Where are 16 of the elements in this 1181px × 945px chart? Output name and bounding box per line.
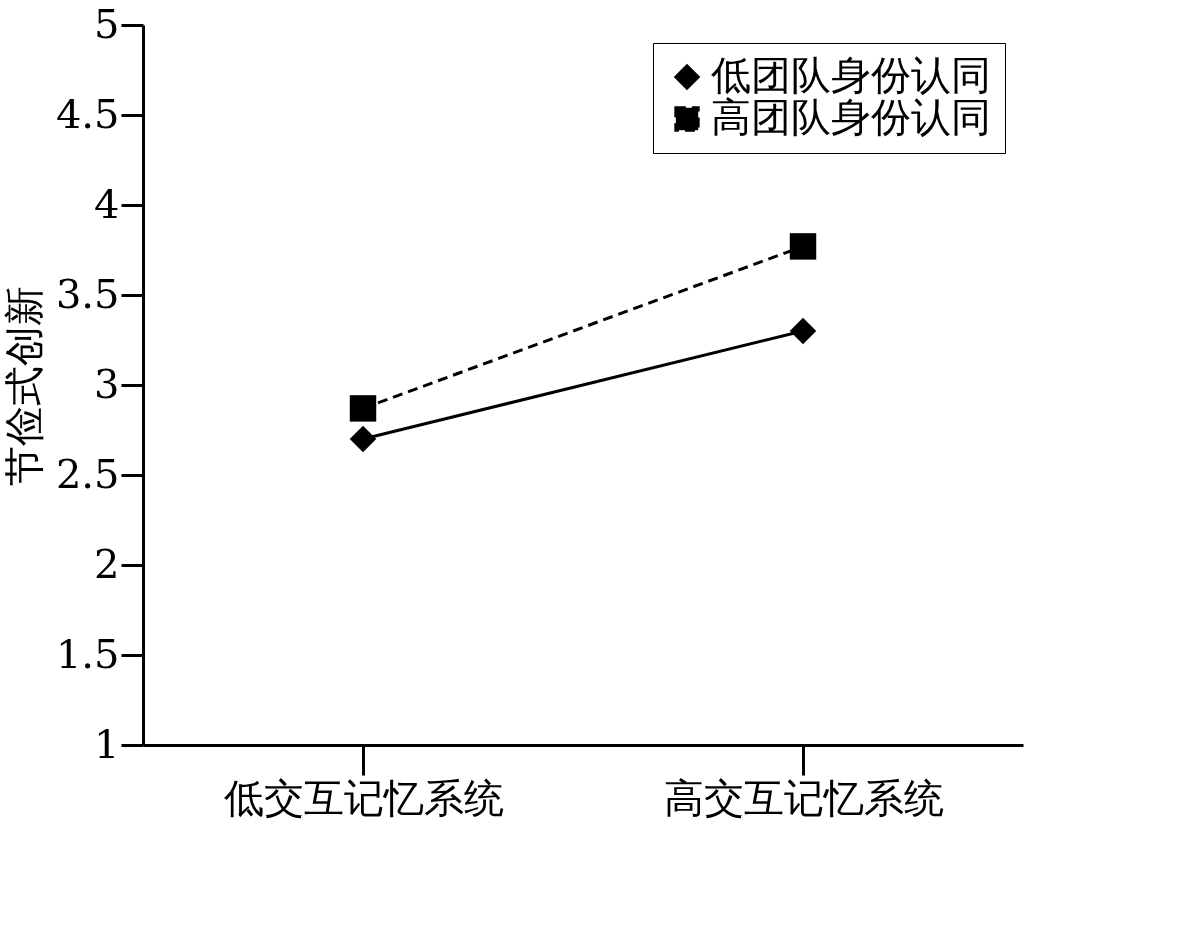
x-tick-label: 高交互记忆系统	[663, 774, 944, 821]
y-tick-label: 1	[94, 720, 120, 767]
point	[349, 395, 377, 422]
point	[789, 317, 817, 345]
y-tick-label: 2	[94, 540, 120, 587]
point	[349, 425, 377, 453]
y-tick-label: 1.5	[55, 630, 120, 677]
y-axis-title: 节俭式创新	[0, 285, 47, 486]
x-tick-label: 低交互记忆系统	[223, 774, 504, 821]
y-tick-label: 4	[94, 180, 120, 227]
y-tick-label: 5	[94, 0, 120, 47]
y-tick-label: 4.5	[55, 90, 120, 137]
y-tick-label: 3.5	[55, 270, 120, 317]
y-tick-label: 2.5	[55, 450, 120, 497]
point	[789, 233, 817, 260]
y-tick-label: 3	[94, 360, 120, 407]
